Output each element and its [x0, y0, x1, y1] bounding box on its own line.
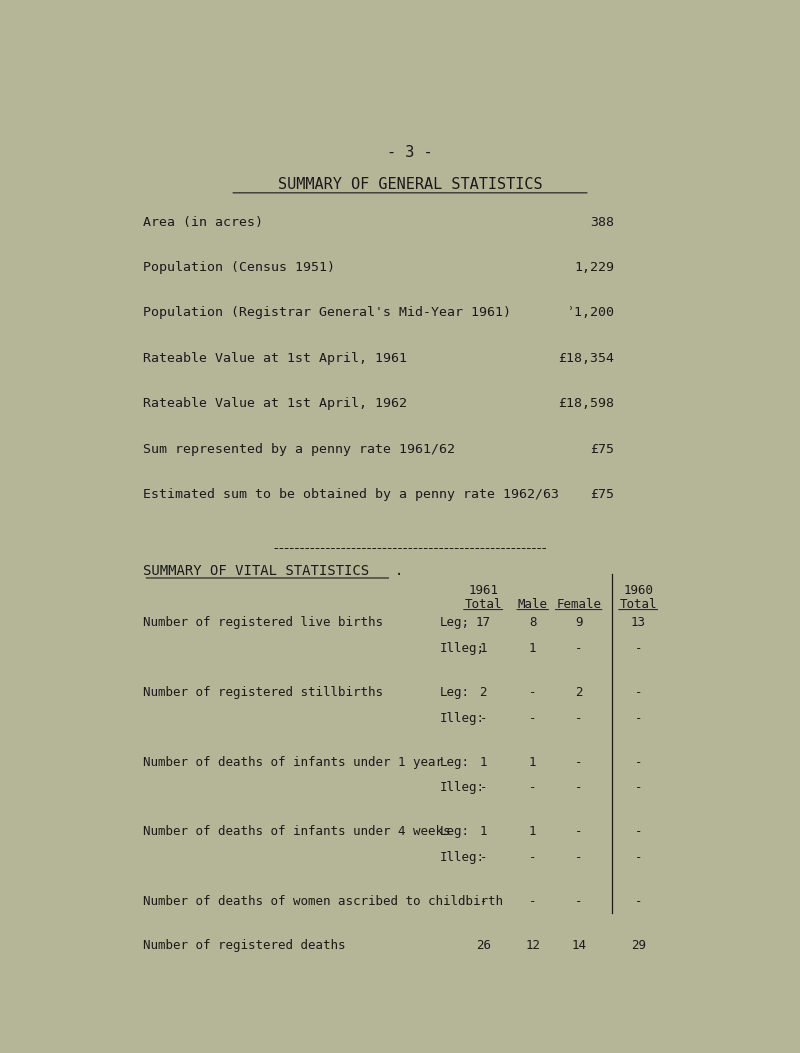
Text: Illeg:: Illeg:	[440, 781, 485, 795]
Text: -: -	[634, 895, 642, 908]
Text: Number of deaths of infants under 1 year: Number of deaths of infants under 1 year	[143, 756, 443, 769]
Text: -: -	[634, 686, 642, 699]
Text: 12: 12	[526, 939, 540, 952]
Text: £75: £75	[590, 442, 614, 456]
Text: 2: 2	[479, 686, 487, 699]
Text: Leg:: Leg:	[440, 756, 470, 769]
Text: -: -	[634, 781, 642, 795]
Text: Number of registered deaths: Number of registered deaths	[143, 939, 346, 952]
Text: -: -	[529, 781, 537, 795]
Text: -: -	[634, 712, 642, 724]
Text: Estimated sum to be obtained by a penny rate 1962/63: Estimated sum to be obtained by a penny …	[143, 488, 559, 501]
Text: 1: 1	[529, 826, 537, 838]
Text: Illeg:: Illeg:	[440, 712, 485, 724]
Text: Population (Census 1951): Population (Census 1951)	[143, 261, 335, 274]
Text: Number of deaths of infants under 4 weeks: Number of deaths of infants under 4 week…	[143, 826, 451, 838]
Text: 9: 9	[575, 616, 582, 629]
Text: -: -	[575, 826, 582, 838]
Text: -: -	[575, 756, 582, 769]
Text: 1961: 1961	[468, 584, 498, 597]
Text: Rateable Value at 1st April, 1961: Rateable Value at 1st April, 1961	[143, 352, 407, 364]
Text: 2: 2	[575, 686, 582, 699]
Text: -: -	[529, 686, 537, 699]
Text: Male: Male	[518, 598, 548, 611]
Text: -: -	[575, 851, 582, 865]
Text: -: -	[634, 642, 642, 655]
Text: Illeg;: Illeg;	[440, 642, 485, 655]
Text: ʾ1,200: ʾ1,200	[566, 306, 614, 319]
Text: - 3 -: - 3 -	[387, 145, 433, 160]
Text: SUMMARY OF GENERAL STATISTICS: SUMMARY OF GENERAL STATISTICS	[278, 177, 542, 192]
Text: -: -	[479, 851, 487, 865]
Text: Number of registered live births: Number of registered live births	[143, 616, 383, 629]
Text: Female: Female	[556, 598, 601, 611]
Text: 13: 13	[630, 616, 646, 629]
Text: -: -	[575, 895, 582, 908]
Text: 1: 1	[529, 642, 537, 655]
Text: £75: £75	[590, 488, 614, 501]
Text: £18,354: £18,354	[558, 352, 614, 364]
Text: -: -	[575, 781, 582, 795]
Text: 29: 29	[630, 939, 646, 952]
Text: Sum represented by a penny rate 1961/62: Sum represented by a penny rate 1961/62	[143, 442, 455, 456]
Text: Total: Total	[465, 598, 502, 611]
Text: Number of deaths of women ascribed to childbirth: Number of deaths of women ascribed to ch…	[143, 895, 503, 908]
Text: -: -	[634, 756, 642, 769]
Text: £18,598: £18,598	[558, 397, 614, 411]
Text: .: .	[394, 564, 403, 578]
Text: 1960: 1960	[623, 584, 653, 597]
Text: 1,229: 1,229	[574, 261, 614, 274]
Text: -: -	[479, 895, 487, 908]
Text: 26: 26	[476, 939, 490, 952]
Text: -: -	[634, 851, 642, 865]
Text: Number of registered stillbirths: Number of registered stillbirths	[143, 686, 383, 699]
Text: 388: 388	[590, 216, 614, 229]
Text: -: -	[479, 781, 487, 795]
Text: Total: Total	[619, 598, 657, 611]
Text: 17: 17	[476, 616, 490, 629]
Text: Leg:: Leg:	[440, 686, 470, 699]
Text: -: -	[634, 826, 642, 838]
Text: 14: 14	[571, 939, 586, 952]
Text: Leg:: Leg:	[440, 826, 470, 838]
Text: Leg;: Leg;	[440, 616, 470, 629]
Text: 1: 1	[479, 756, 487, 769]
Text: 1: 1	[479, 826, 487, 838]
Text: 1: 1	[529, 756, 537, 769]
Text: -: -	[479, 712, 487, 724]
Text: -: -	[529, 895, 537, 908]
Text: Area (in acres): Area (in acres)	[143, 216, 263, 229]
Text: -: -	[529, 851, 537, 865]
Text: 1: 1	[479, 642, 487, 655]
Text: 8: 8	[529, 616, 537, 629]
Text: -: -	[529, 712, 537, 724]
Text: Illeg:: Illeg:	[440, 851, 485, 865]
Text: SUMMARY OF VITAL STATISTICS: SUMMARY OF VITAL STATISTICS	[143, 564, 370, 578]
Text: Population (Registrar General's Mid-Year 1961): Population (Registrar General's Mid-Year…	[143, 306, 511, 319]
Text: Rateable Value at 1st April, 1962: Rateable Value at 1st April, 1962	[143, 397, 407, 411]
Text: -: -	[575, 712, 582, 724]
Text: -: -	[575, 642, 582, 655]
